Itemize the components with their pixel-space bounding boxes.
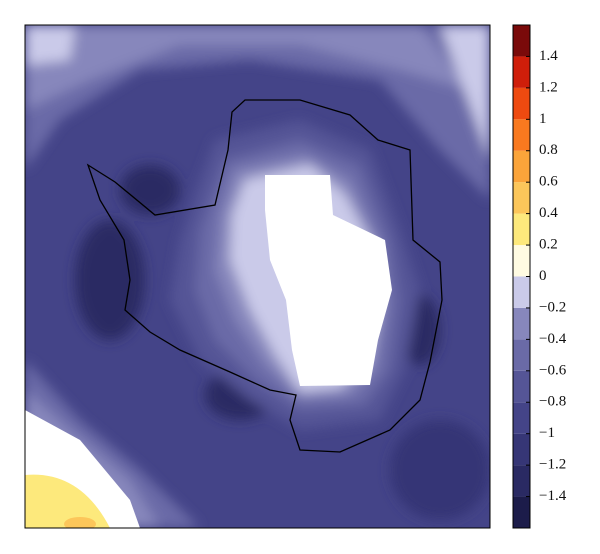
colorbar-bin bbox=[513, 150, 530, 183]
colorbar-bin bbox=[513, 276, 530, 308]
colorbar-bin bbox=[513, 245, 530, 277]
colorbar-bin bbox=[513, 465, 530, 497]
colorbar-tick-label: 1 bbox=[539, 111, 547, 127]
map-frame bbox=[24, 24, 491, 529]
colorbar-bin bbox=[513, 119, 530, 151]
colorbar-tick-label: −1.2 bbox=[539, 457, 566, 473]
colorbar-bin bbox=[513, 56, 530, 88]
colorbar-tick-label: −1.4 bbox=[539, 488, 567, 504]
colorbar-tick-label: −0.4 bbox=[539, 331, 567, 347]
colorbar-bin bbox=[513, 402, 530, 434]
colorbar-bin bbox=[513, 496, 530, 528]
missing-data-area bbox=[265, 175, 392, 386]
colorbar-bin bbox=[513, 25, 530, 57]
colorbar-bin bbox=[513, 339, 530, 371]
colorbar-tick-label: −1 bbox=[539, 425, 555, 441]
colorbar-tick-label: −0.2 bbox=[539, 299, 566, 315]
antarctica-coastline bbox=[86, 99, 443, 453]
colorbar-tick-label: 0.6 bbox=[539, 174, 558, 190]
colorbar-bin bbox=[513, 307, 530, 340]
colorbar: 1.4 1.2 1 0.8 0.6 0.4 0.2 0 −0.2 −0.4 −0.6 −0.8 −1 −1… bbox=[512, 24, 567, 529]
colorbar-tick-label: 1.2 bbox=[539, 79, 558, 95]
colorbar-tick-label: 0.8 bbox=[539, 142, 558, 158]
colorbar-bin bbox=[513, 213, 530, 246]
colorbar-tick-label: 1.4 bbox=[539, 48, 558, 64]
colorbar-bin bbox=[513, 370, 530, 403]
colorbar-tick-label: 0.2 bbox=[539, 237, 558, 253]
colorbar-tick-label: −0.6 bbox=[539, 362, 567, 378]
colorbar-bin bbox=[513, 433, 530, 466]
colorbar-tick-label: 0 bbox=[539, 268, 547, 284]
contour-field bbox=[25, 25, 490, 528]
colorbar-bin bbox=[513, 182, 530, 214]
colorbar-tick-label: −0.8 bbox=[539, 394, 566, 410]
colorbar-bin bbox=[513, 87, 530, 120]
colorbar-tick-label: 0.4 bbox=[539, 205, 558, 221]
